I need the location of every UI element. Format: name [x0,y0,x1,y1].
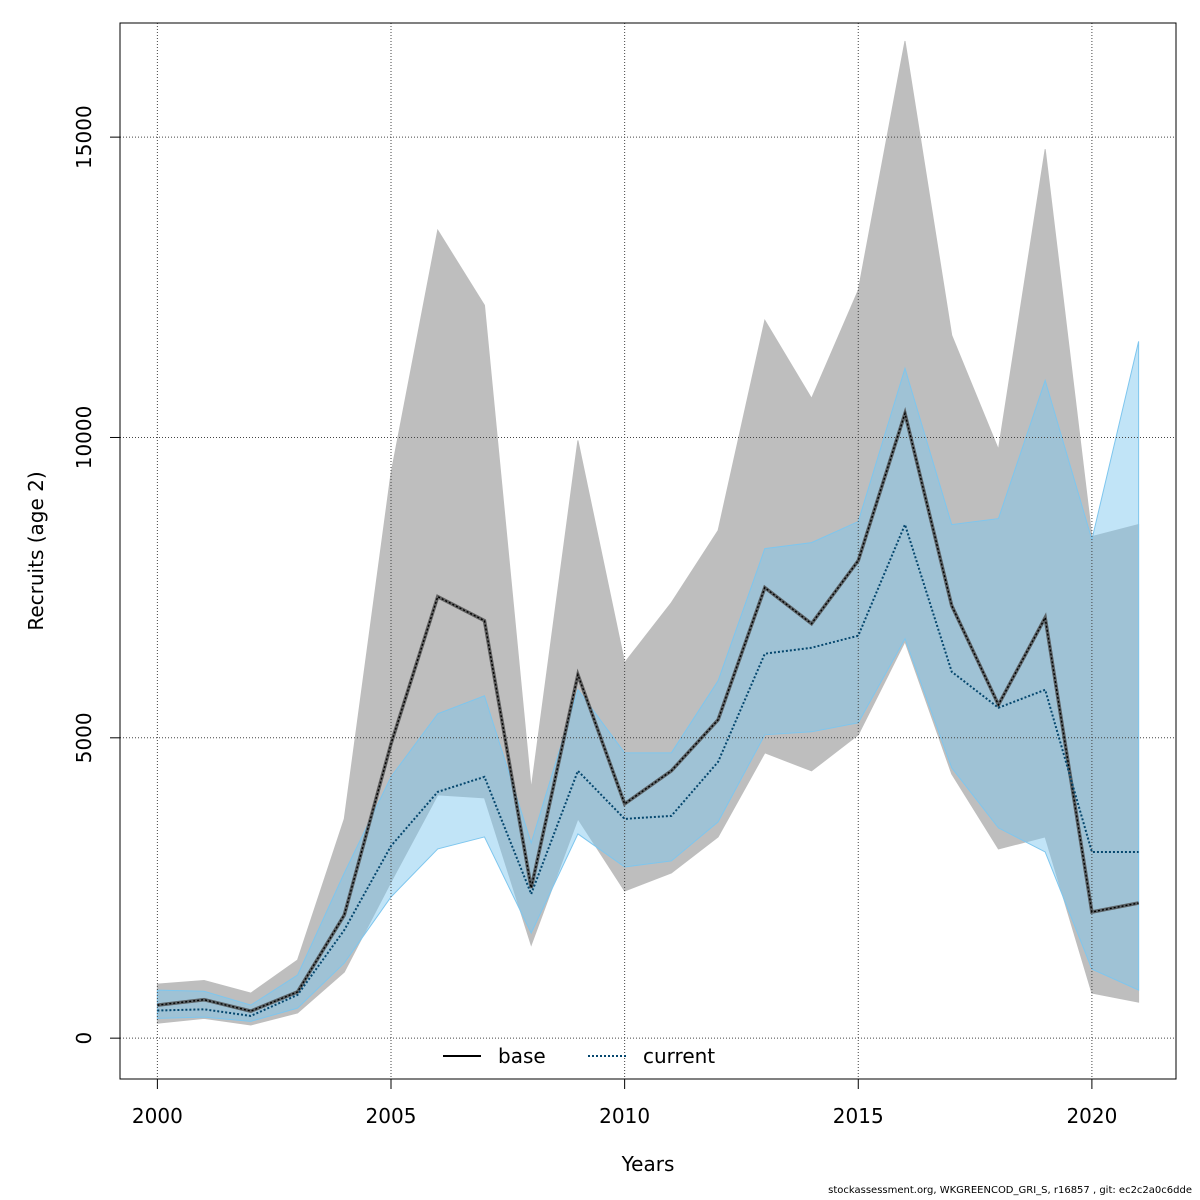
band-base [156,40,1140,1026]
y-tick-label-15000: 15000 [72,105,96,169]
legend-label-base: base [498,1044,546,1068]
footer-credit: stockassessment.org, WKGREENCOD_GRI_S, r… [828,1185,1192,1196]
x-tick-label-2000: 2000 [132,1104,183,1128]
y-axis-title: Recruits (age 2) [24,471,48,630]
line-current [157,521,1139,1017]
x-tick-label-2010: 2010 [599,1104,650,1128]
y-tick-label-0: 0 [72,1032,96,1045]
confidence-bands [156,40,1140,1026]
legend: base current [443,1044,715,1068]
x-axis: 2000 2005 2010 2015 2020 [132,1078,1117,1128]
x-axis-title: Years [621,1152,675,1176]
band-current [156,341,1140,1022]
x-tick-label-2015: 2015 [833,1104,884,1128]
y-tick-label-10000: 10000 [72,406,96,470]
line-base-halo [157,406,1139,1013]
series-lines [157,406,1139,1017]
x-tick-label-2020: 2020 [1066,1104,1117,1128]
y-axis: 0 5000 10000 15000 [72,105,121,1045]
x-tick-label-2005: 2005 [366,1104,417,1128]
legend-label-current: current [643,1044,715,1068]
y-tick-label-5000: 5000 [72,712,96,763]
